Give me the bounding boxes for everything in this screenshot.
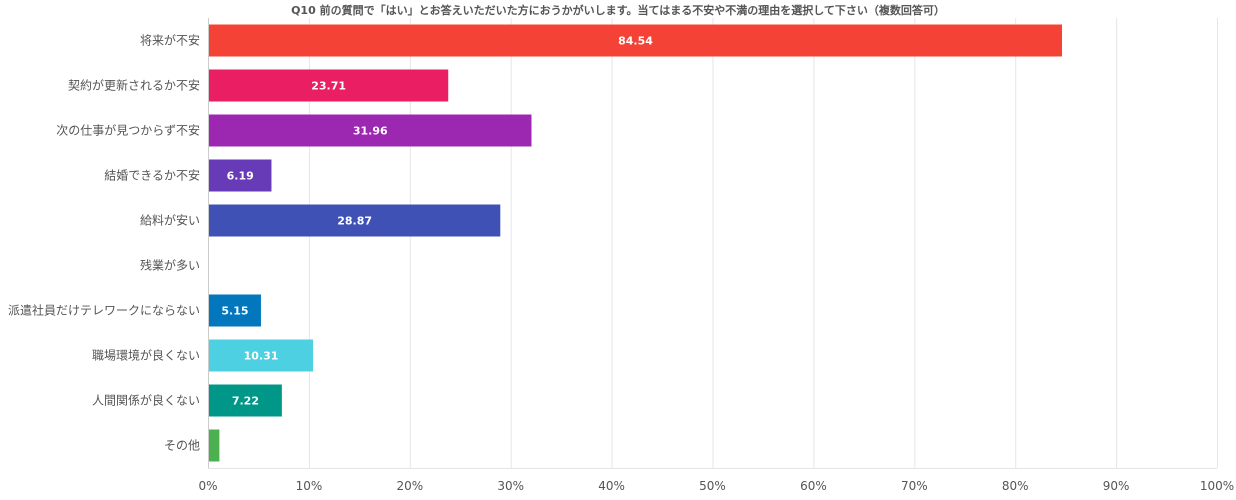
data-label: 10.31 bbox=[244, 350, 279, 363]
bar bbox=[209, 114, 532, 147]
x-tick-label: 60% bbox=[800, 479, 827, 493]
bar-layer bbox=[209, 24, 1063, 462]
category-label: 将来が不安 bbox=[140, 33, 200, 48]
bar bbox=[209, 204, 501, 237]
x-tick-label: 90% bbox=[1103, 479, 1130, 493]
category-label: 残業が多い bbox=[140, 258, 200, 273]
bar bbox=[209, 24, 1063, 57]
data-label: 6.19 bbox=[227, 170, 254, 183]
x-tick-label: 20% bbox=[396, 479, 423, 493]
grid-layer bbox=[208, 18, 1218, 469]
x-tick-label: 10% bbox=[296, 479, 323, 493]
x-tick-label: 70% bbox=[901, 479, 928, 493]
data-label: 7.22 bbox=[232, 395, 259, 408]
x-tick-label: 50% bbox=[699, 479, 726, 493]
data-label: 5.15 bbox=[221, 305, 248, 318]
bar bbox=[209, 69, 449, 102]
category-label: 人間関係が良くない bbox=[92, 393, 200, 408]
x-tick-label: 0% bbox=[198, 479, 217, 493]
data-label: 31.96 bbox=[353, 125, 388, 138]
category-label: 給料が安い bbox=[140, 213, 200, 228]
category-label: 派遣社員だけテレワークにならない bbox=[8, 303, 200, 318]
label-layer: 将来が不安 84.54 契約が更新されるか不安 23.71 次の仕事が見つからず不安 31… bbox=[8, 33, 653, 453]
data-label: 23.71 bbox=[311, 80, 346, 93]
chart-title: Q10 前の質問で「はい」とお答えいただいた方におうかがいします。当てはまる不安… bbox=[291, 4, 945, 17]
bar bbox=[209, 159, 272, 192]
category-label: 結婚できるか不安 bbox=[104, 168, 200, 183]
x-tick-label: 40% bbox=[598, 479, 625, 493]
x-tick-label: 80% bbox=[1002, 479, 1029, 493]
data-label: 84.54 bbox=[618, 35, 653, 48]
category-label: 契約が更新されるか不安 bbox=[68, 78, 200, 93]
category-label: 職場環境が良くない bbox=[92, 348, 200, 363]
tick-layer: 0% 10% 20% 30% 40% 50% 60% 70% 80% 90% 100% bbox=[198, 479, 1234, 493]
bar bbox=[209, 339, 314, 372]
bar bbox=[209, 384, 282, 417]
category-label: 次の仕事が見つからず不安 bbox=[56, 123, 200, 138]
data-label: 28.87 bbox=[337, 215, 372, 228]
x-tick-label: 100% bbox=[1200, 479, 1234, 493]
bar bbox=[209, 429, 220, 462]
bar bbox=[209, 294, 261, 327]
category-label: その他 bbox=[164, 439, 200, 453]
x-tick-label: 30% bbox=[497, 479, 524, 493]
